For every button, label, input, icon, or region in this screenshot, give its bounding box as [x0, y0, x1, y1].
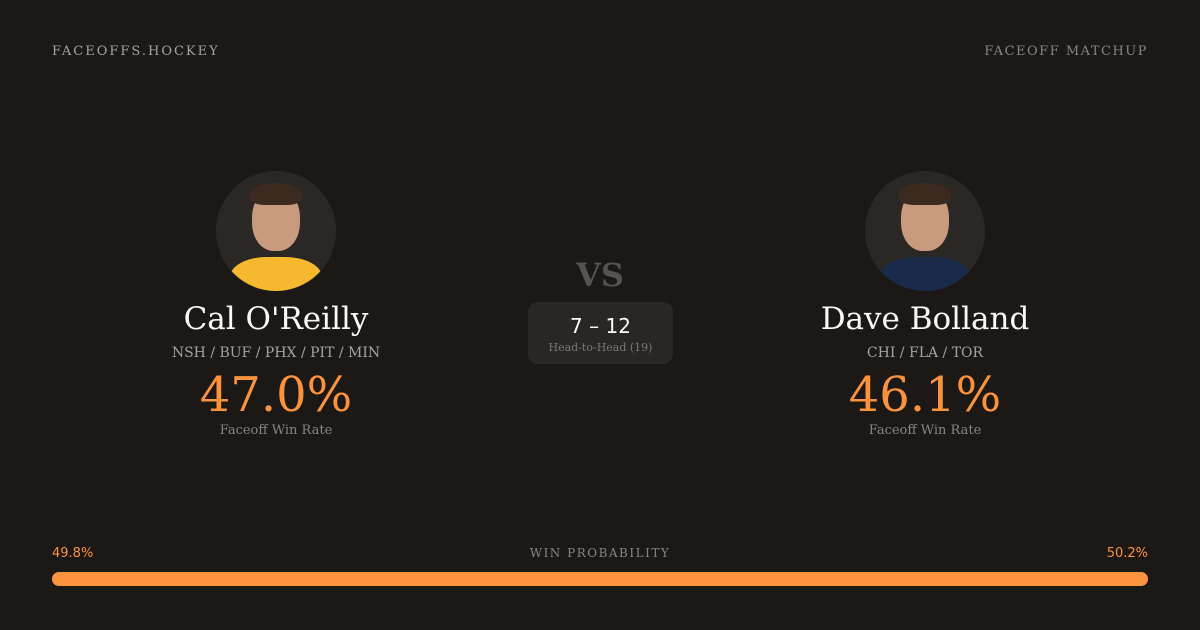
faceoff-win-rate-label: Faceoff Win Rate — [219, 423, 333, 438]
hair-shape — [899, 183, 951, 205]
player-avatar — [216, 171, 336, 291]
jersey-shape — [230, 257, 322, 291]
jersey-shape — [879, 257, 971, 291]
faceoff-win-rate-label: Faceoff Win Rate — [868, 423, 982, 438]
win-probability-bar — [52, 572, 1148, 586]
player-teams: CHI / FLA / TOR — [866, 345, 984, 361]
h2h-label: Head-to-Head (19) — [548, 341, 653, 354]
win-probability-right: 50.2% — [1106, 546, 1148, 561]
vs-label: VS — [576, 256, 624, 294]
page-tag: FACEOFF MATCHUP — [984, 44, 1148, 59]
player-card-right: Dave Bolland CHI / FLA / TOR 46.1% Faceo… — [725, 171, 1125, 438]
faceoff-win-rate: 46.1% — [848, 367, 1002, 423]
win-probability-right-segment — [597, 572, 1148, 586]
head-to-head-box: 7 – 12 Head-to-Head (19) — [528, 302, 673, 364]
h2h-score: 7 – 12 — [570, 314, 631, 338]
faceoff-win-rate: 47.0% — [199, 367, 353, 423]
player-name: Dave Bolland — [820, 301, 1030, 337]
win-probability-left: 49.8% — [52, 546, 94, 561]
player-teams: NSH / BUF / PHX / PIT / MIN — [171, 345, 381, 361]
win-probability-title: WIN PROBABILITY — [529, 546, 671, 560]
player-avatar — [865, 171, 985, 291]
win-probability-left-segment — [52, 572, 598, 586]
player-card-left: Cal O'Reilly NSH / BUF / PHX / PIT / MIN… — [76, 171, 476, 438]
brand-logo[interactable]: FACEOFFS.HOCKEY — [52, 44, 220, 59]
player-name: Cal O'Reilly — [183, 301, 369, 337]
hair-shape — [250, 183, 302, 205]
